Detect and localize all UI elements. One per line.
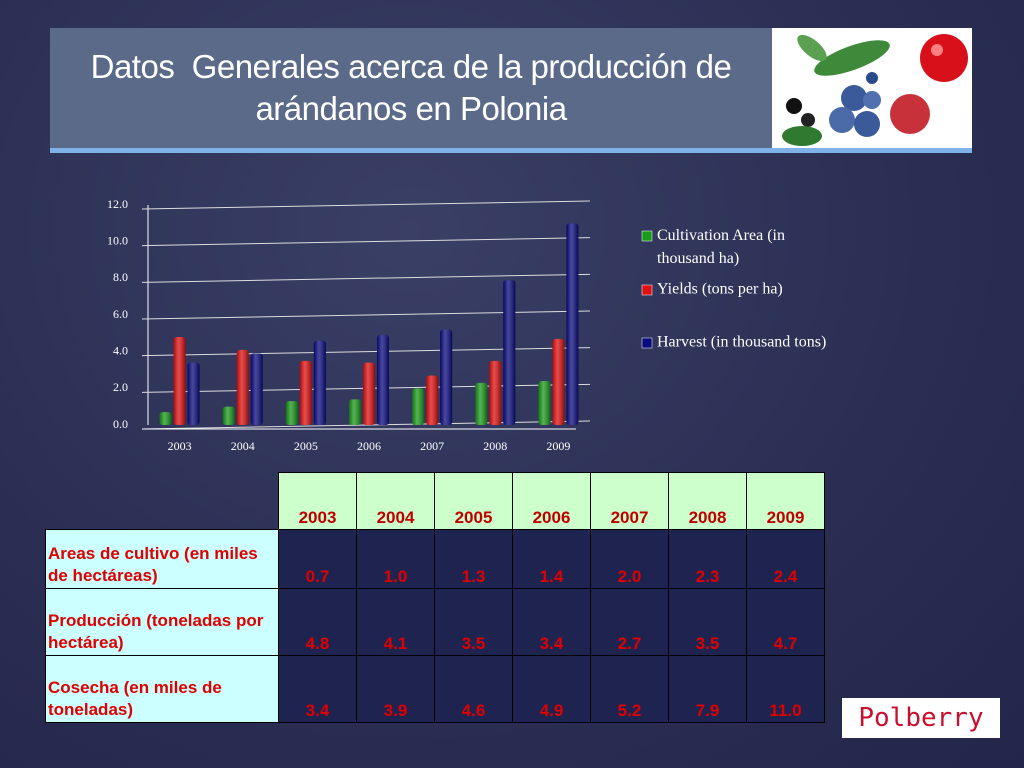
x-tick-label: 2003 [168,439,192,453]
row-label: Areas de cultivo (en miles de hectáreas) [45,529,279,589]
bar-shade [552,338,565,425]
grid-line [141,347,591,357]
grid-line [141,273,591,283]
y-tick-label: 10.0 [107,233,128,247]
title-underline [50,148,972,153]
grid-line [141,200,591,210]
x-tick-label: 2008 [483,439,507,453]
bar-shade [538,381,551,425]
empty-cell [46,473,279,530]
fruit-image [772,28,972,148]
table-cell: 1.3 [434,529,513,589]
logo: Polberry [842,698,1000,738]
grid-line [141,237,591,247]
grid-line [141,310,591,320]
table-cell: 5.2 [590,655,669,723]
bar-shade [187,362,200,425]
y-tick-label: 2.0 [113,380,128,394]
row-label: Producción (toneladas por hectárea) [45,588,279,656]
table-cell: 7.9 [668,655,747,723]
bar-shade [426,375,439,425]
bar-shade [236,349,249,425]
table-cell: 2.7 [590,588,669,656]
bar-shade [285,401,298,425]
table-cell: 4.8 [278,588,357,656]
y-tick-label: 8.0 [113,270,128,284]
table-cell: 2.4 [746,529,825,589]
y-tick-label: 4.0 [113,343,128,357]
table-cell: 0.7 [278,529,357,589]
table-cell: 2.0 [590,529,669,589]
bar-shade [475,382,488,425]
table-cell: 2.3 [668,529,747,589]
chart: 0.0 2.0 4.0 6.0 8.0 10.0 12.0 2003 2004 2005 2006 2… [107,197,826,453]
legend-label: Cultivation Area (in thousand ha) [657,227,785,267]
slide-title: Datos Generales acerca de la producción … [50,28,772,148]
y-tick-label: 6.0 [113,307,128,321]
legend-swatch [641,230,653,242]
legend-swatch [641,337,653,349]
header-cell: 2008 [668,472,747,530]
header-cell: 2006 [512,472,591,530]
header-cell: 2004 [356,472,435,530]
table-cell: 4.1 [356,588,435,656]
bar-shade [566,223,579,425]
bar-shade [412,388,425,425]
y-tick-label: 12.0 [107,197,128,211]
x-tick-label: 2009 [546,439,570,453]
table-cell: 4.6 [434,655,513,723]
table-cell: 3.4 [512,588,591,656]
x-tick-label: 2007 [420,439,444,453]
header-cell: 2005 [434,472,513,530]
bar-shade [489,360,502,425]
data-table: 2003 2004 2005 2006 2007 2008 2009 Areas de cul… [45,472,825,723]
bar-shade [440,329,453,425]
table-cell: 1.4 [512,529,591,589]
y-tick-label: 0.0 [113,417,128,431]
bar-shade [173,337,186,425]
table-cell: 4.9 [512,655,591,723]
header-cell: 2009 [746,472,825,530]
header-cell: 2003 [278,472,357,530]
table-cell: 3.4 [278,655,357,723]
bar-shade [159,412,172,425]
x-tick-label: 2004 [231,439,255,453]
bar-shade [349,399,361,425]
bar-shade [299,360,312,425]
table-cell: 1.0 [356,529,435,589]
row-label: Cosecha (en miles de toneladas) [45,655,279,723]
bar-shade [503,280,516,425]
bar-shade [222,406,235,425]
x-tick-label: 2005 [294,439,318,453]
table-cell: 4.7 [746,588,825,656]
legend-label: Harvest (in thousand tons) [657,334,826,351]
legend-swatch [641,284,653,296]
bar-shade [250,353,263,425]
legend-label: Yields (tons per ha) [657,281,783,298]
table-cell: 3.9 [356,655,435,723]
bar-shade [363,362,375,425]
table-cell: 3.5 [668,588,747,656]
bar-shade [313,340,326,425]
x-tick-label: 2006 [357,439,381,453]
table-cell: 3.5 [434,588,513,656]
bar-shade [377,335,389,425]
table-cell: 11.0 [746,655,825,723]
header-cell: 2007 [590,472,669,530]
